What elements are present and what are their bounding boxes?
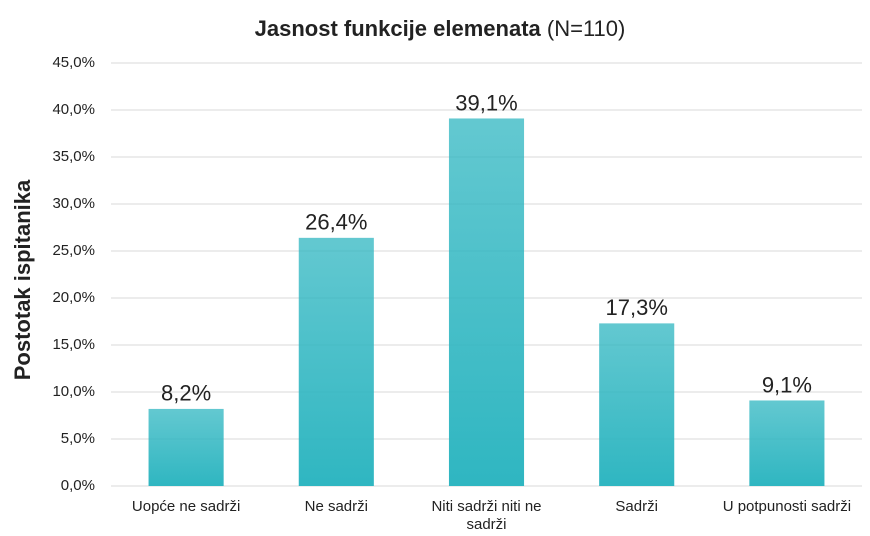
- y-tick-label: 40,0%: [52, 101, 95, 118]
- x-tick-label: Sadrži: [615, 498, 658, 515]
- y-tick-label: 30,0%: [52, 195, 95, 212]
- bar: [298, 237, 374, 486]
- y-tick-label: 15,0%: [52, 336, 95, 353]
- value-label: 26,4%: [305, 210, 367, 235]
- y-tick-label: 0,0%: [61, 477, 95, 494]
- chart-title: Jasnost funkcije elemenata (N=110): [255, 16, 626, 41]
- y-tick-label: 20,0%: [52, 289, 95, 306]
- y-tick-label: 10,0%: [52, 383, 95, 400]
- value-label: 9,1%: [762, 372, 812, 397]
- y-tick-label: 35,0%: [52, 148, 95, 165]
- y-tick-label: 45,0%: [52, 54, 95, 71]
- y-tick-label: 5,0%: [61, 430, 95, 447]
- value-label: 39,1%: [455, 90, 517, 115]
- x-tick-label: Ne sadrži: [304, 498, 368, 515]
- x-tick-label: Uopće ne sadrži: [131, 498, 241, 515]
- y-tick-label: 25,0%: [52, 242, 95, 259]
- bar: [749, 400, 825, 486]
- title-main: Jasnost funkcije elemenata: [255, 16, 542, 41]
- value-label: 8,2%: [161, 381, 211, 406]
- y-axis-label: Postotak ispitanika: [10, 179, 35, 380]
- value-label: 17,3%: [606, 295, 668, 320]
- x-tick-label: Niti sadrži niti ne sadrži: [431, 498, 542, 533]
- bar: [599, 323, 675, 486]
- title-note: (N=110): [547, 16, 625, 41]
- x-tick-label: U potpunosti sadrži: [722, 498, 852, 515]
- bar: [448, 118, 525, 487]
- bar: [148, 408, 224, 486]
